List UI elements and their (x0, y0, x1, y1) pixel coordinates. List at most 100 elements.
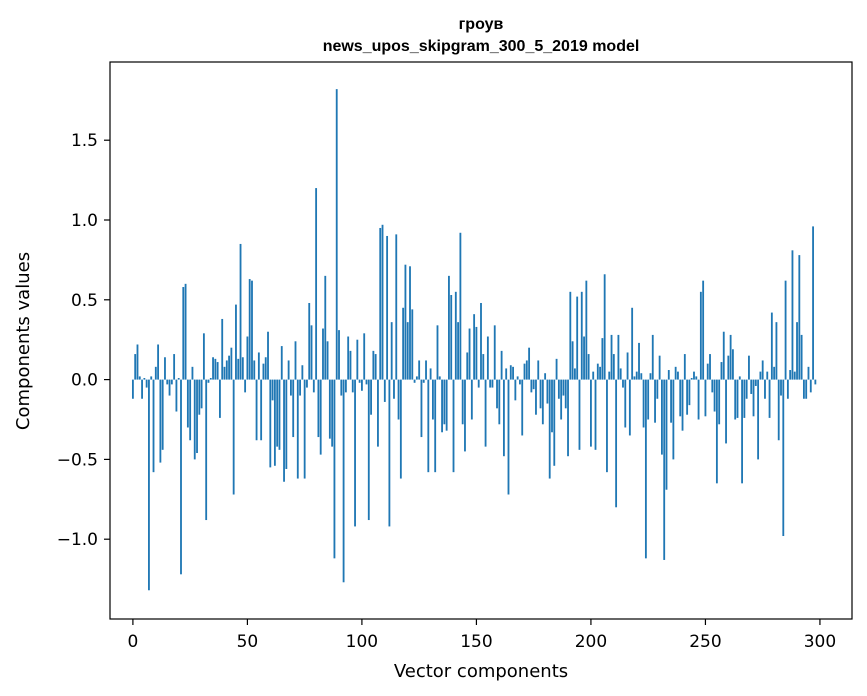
bar-203 (596, 363, 599, 380)
bar-232 (663, 379, 666, 560)
bar-180 (544, 373, 547, 380)
x-tick-label: 300 (804, 632, 836, 652)
bar-160 (498, 379, 501, 425)
bar-89 (335, 89, 338, 380)
bar-81 (317, 379, 320, 438)
y-axis-label: Components values (13, 252, 34, 430)
bar-48 (241, 357, 244, 380)
bar-277 (766, 371, 769, 380)
bar-258 (722, 331, 725, 380)
bar-223 (642, 379, 645, 428)
y-tick-label: 0.0 (71, 371, 98, 391)
bar-249 (702, 280, 705, 380)
bar-116 (397, 379, 400, 420)
bar-130 (429, 368, 432, 380)
bar-7 (148, 379, 150, 591)
bar-133 (436, 325, 439, 380)
bar-221 (638, 342, 640, 380)
bar-30 (200, 379, 203, 409)
bar-110 (383, 379, 386, 402)
bar-35 (212, 357, 214, 380)
bar-85 (326, 341, 329, 380)
bar-181 (546, 379, 549, 404)
bar-152 (480, 302, 482, 380)
bar-127 (422, 379, 425, 383)
bar-103 (367, 379, 370, 521)
bar-29 (198, 379, 201, 415)
bar-54 (255, 379, 258, 441)
bar-195 (578, 379, 581, 450)
bar-55 (257, 352, 260, 380)
bar-22 (182, 287, 185, 380)
bar-220 (635, 371, 638, 380)
y-tick-label: −0.5 (57, 450, 98, 470)
bar-204 (599, 366, 601, 380)
bar-119 (404, 264, 407, 380)
bar-226 (649, 373, 652, 380)
bar-5 (143, 378, 146, 380)
bar-101 (363, 333, 366, 380)
bar-235 (670, 379, 672, 423)
bar-20 (177, 378, 180, 380)
bar-49 (244, 379, 247, 393)
bar-179 (541, 379, 544, 425)
bar-64 (278, 379, 281, 450)
bar-84 (324, 275, 327, 380)
bar-112 (388, 379, 391, 527)
bar-253 (711, 379, 714, 393)
bar-230 (658, 355, 661, 380)
bar-267 (743, 379, 746, 418)
bar-146 (466, 352, 469, 380)
bar-276 (764, 379, 766, 399)
bar-243 (688, 379, 691, 406)
bar-131 (431, 379, 434, 420)
bar-93 (344, 379, 347, 393)
bar-196 (580, 291, 583, 380)
bars-group (131, 89, 817, 591)
bar-46 (237, 358, 240, 380)
chart-title: гроув (459, 16, 504, 33)
bar-234 (667, 370, 670, 380)
bar-113 (390, 322, 393, 380)
bar-50 (246, 336, 249, 380)
bar-14 (164, 357, 166, 380)
bar-107 (377, 379, 379, 447)
bar-199 (587, 354, 590, 380)
bar-283 (780, 379, 782, 396)
bar-129 (427, 379, 430, 473)
bar-286 (786, 379, 789, 399)
bar-31 (202, 333, 205, 380)
bar-139 (450, 295, 453, 380)
bar-228 (654, 379, 656, 423)
bar-186 (557, 379, 560, 399)
bar-250 (704, 379, 707, 417)
bar-287 (789, 370, 792, 380)
bar-144 (461, 379, 464, 425)
bar-205 (601, 338, 604, 380)
x-tick-label: 0 (127, 632, 138, 652)
bar-239 (679, 379, 682, 417)
bar-70 (292, 379, 295, 438)
bar-201 (592, 371, 595, 380)
bar-117 (399, 379, 402, 479)
bar-4 (141, 379, 143, 399)
bar-39 (221, 318, 224, 380)
bar-37 (216, 362, 219, 380)
bar-23 (184, 283, 187, 380)
bar-80 (315, 188, 318, 380)
bar-136 (443, 379, 446, 425)
bar-244 (690, 378, 693, 380)
bar-45 (235, 304, 237, 380)
bar-153 (482, 354, 485, 380)
bar-58 (264, 357, 267, 380)
bar-78 (310, 325, 313, 380)
bar-24 (186, 379, 189, 428)
bar-57 (262, 363, 265, 380)
bar-272 (754, 379, 757, 386)
x-tick-label: 250 (689, 632, 721, 652)
bar-141 (454, 291, 457, 380)
bar-209 (610, 334, 613, 380)
bar-6 (145, 379, 148, 388)
bar-88 (333, 379, 336, 559)
